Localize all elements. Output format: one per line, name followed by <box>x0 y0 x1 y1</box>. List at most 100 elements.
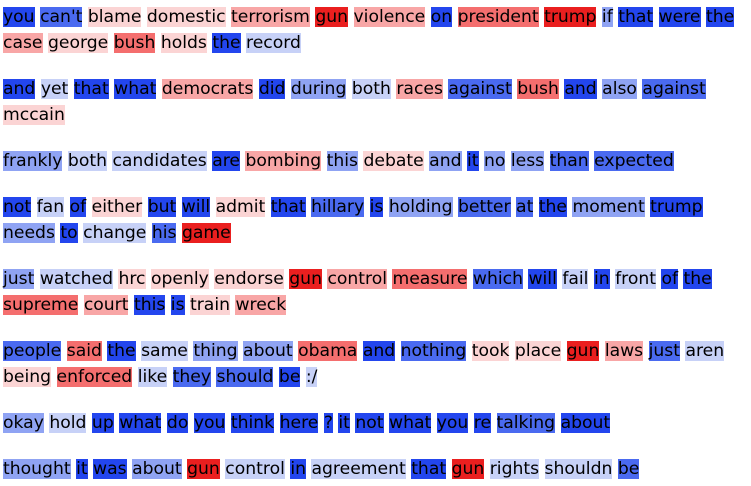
token: yet <box>40 79 69 99</box>
token: either <box>91 197 143 217</box>
token: supreme <box>3 295 79 315</box>
token: people <box>3 341 62 361</box>
token: it <box>76 459 88 479</box>
token: endorse <box>214 269 284 289</box>
token: holds <box>160 33 207 53</box>
token: talking <box>496 413 556 433</box>
token: on <box>430 7 453 27</box>
token: game <box>181 223 231 243</box>
sentence-6: people said the same thing about obama a… <box>3 338 738 390</box>
token: trump <box>544 7 597 27</box>
token: be <box>278 367 301 387</box>
token: openly <box>150 269 209 289</box>
token: is <box>170 295 185 315</box>
token: president <box>457 7 539 27</box>
token: this <box>133 295 166 315</box>
token: control <box>225 459 285 479</box>
token: the <box>683 269 712 289</box>
token: aren <box>685 341 725 361</box>
token: gun <box>315 7 349 27</box>
token: laws <box>604 341 644 361</box>
token: during <box>290 79 347 99</box>
token: the <box>538 197 568 217</box>
token: also <box>602 79 637 99</box>
token: that <box>411 459 447 479</box>
token: will <box>528 269 557 289</box>
token: what <box>114 79 157 99</box>
token: and <box>362 341 396 361</box>
token: think <box>230 413 275 433</box>
token: not <box>355 413 384 433</box>
token: change <box>83 223 147 243</box>
token: here <box>279 413 319 433</box>
token: re <box>473 413 492 433</box>
token: at <box>516 197 534 217</box>
token: court <box>83 295 129 315</box>
token: ? <box>323 413 333 433</box>
token: about <box>132 459 182 479</box>
token: democrats <box>161 79 254 99</box>
token: hold <box>49 413 87 433</box>
token: expected <box>594 151 674 171</box>
token: george <box>47 33 109 53</box>
token: of <box>69 197 87 217</box>
token: obama <box>298 341 358 361</box>
sentence-4: not fan of either but will admit that hi… <box>3 194 738 246</box>
token: be <box>617 459 640 479</box>
token: nothing <box>400 341 467 361</box>
token: admit <box>215 197 266 217</box>
token: against <box>642 79 706 99</box>
token: bush <box>113 33 156 53</box>
token: which <box>472 269 523 289</box>
sentence-7: okay hold up what do you think here ? it… <box>3 410 738 436</box>
token: took <box>471 341 510 361</box>
token: blame <box>87 7 142 27</box>
token: place <box>514 341 562 361</box>
token: of <box>661 269 679 289</box>
token: did <box>258 79 286 99</box>
token: was <box>93 459 127 479</box>
token: that <box>618 7 654 27</box>
token: moment <box>572 197 645 217</box>
token: races <box>396 79 443 99</box>
token: the <box>212 33 241 53</box>
token: in <box>593 269 610 289</box>
token: you <box>436 413 469 433</box>
token: the <box>705 7 735 27</box>
token: up <box>91 413 114 433</box>
token: thought <box>3 459 71 479</box>
token: holding <box>388 197 453 217</box>
token: no <box>483 151 506 171</box>
token: are <box>212 151 240 171</box>
token: you <box>193 413 226 433</box>
token: needs <box>3 223 55 243</box>
token: train <box>190 295 231 315</box>
token: gun <box>451 459 485 479</box>
token: it <box>338 413 350 433</box>
token: just <box>3 269 35 289</box>
token: than <box>549 151 589 171</box>
token: okay <box>3 413 44 433</box>
token: trump <box>650 197 703 217</box>
token: like <box>137 367 168 387</box>
token: measure <box>392 269 468 289</box>
token: front <box>615 269 656 289</box>
token: record <box>246 33 301 53</box>
token: were <box>658 7 701 27</box>
token: and <box>3 79 36 99</box>
token: agreement <box>311 459 406 479</box>
token: if <box>601 7 613 27</box>
token: gun <box>187 459 220 479</box>
token: but <box>147 197 177 217</box>
token: it <box>466 151 479 171</box>
token: what <box>119 413 162 433</box>
token: fan <box>36 197 65 217</box>
token: candidates <box>112 151 207 171</box>
token: debate <box>363 151 424 171</box>
token: you <box>3 7 35 27</box>
token: shouldn <box>544 459 613 479</box>
token: case <box>3 33 43 53</box>
token: in <box>290 459 307 479</box>
token: both <box>67 151 107 171</box>
